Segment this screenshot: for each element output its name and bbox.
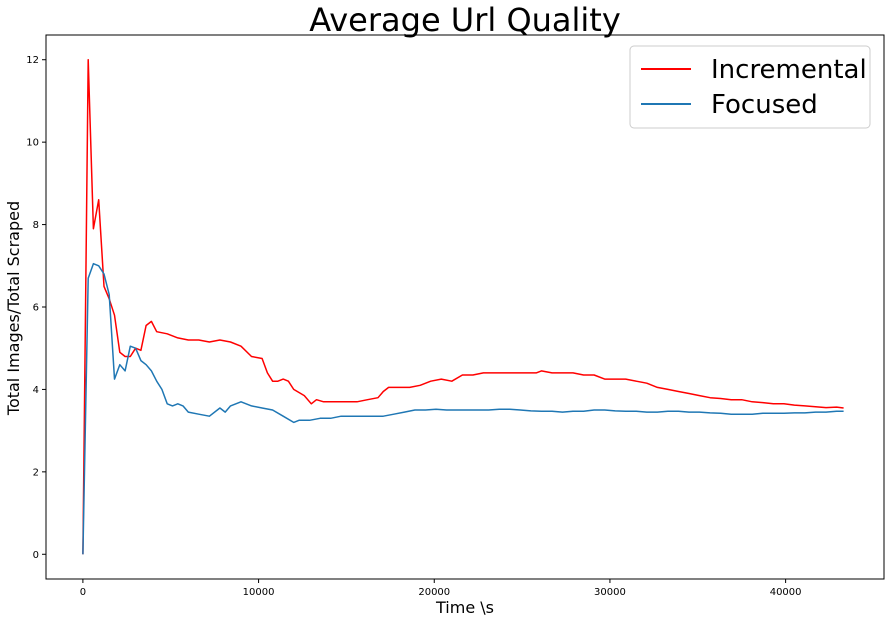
x-tick-label: 0 [80, 587, 86, 598]
legend-label-focused: Focused [711, 90, 818, 120]
y-tick-label: 10 [26, 138, 39, 149]
y-tick-label: 4 [33, 385, 39, 396]
y-tick-label: 0 [33, 550, 39, 561]
legend-label-incremental: Incremental [711, 55, 867, 85]
series-lines [82, 58, 844, 555]
series-line-focused [82, 262, 844, 555]
y-tick-label: 2 [33, 467, 39, 478]
y-tick-label: 12 [26, 55, 39, 66]
y-axis-label: Total Images/Total Scraped [4, 201, 23, 416]
y-axis: 0 2 4 6 8 10 12 [26, 55, 46, 561]
x-tick-label: 40000 [770, 587, 802, 598]
x-tick-label: 30000 [594, 587, 626, 598]
chart-title: Average Url Quality [309, 1, 621, 39]
legend: Incremental Focused [629, 45, 871, 129]
x-axis-label: Time \s [435, 598, 494, 617]
y-tick-label: 6 [33, 303, 39, 314]
y-tick-label: 8 [33, 220, 39, 231]
series-line-incremental [82, 58, 844, 555]
legend-box [629, 45, 871, 129]
x-axis: 0 10000 20000 30000 40000 [80, 579, 802, 598]
x-tick-label: 20000 [418, 587, 450, 598]
x-tick-label: 10000 [243, 587, 275, 598]
